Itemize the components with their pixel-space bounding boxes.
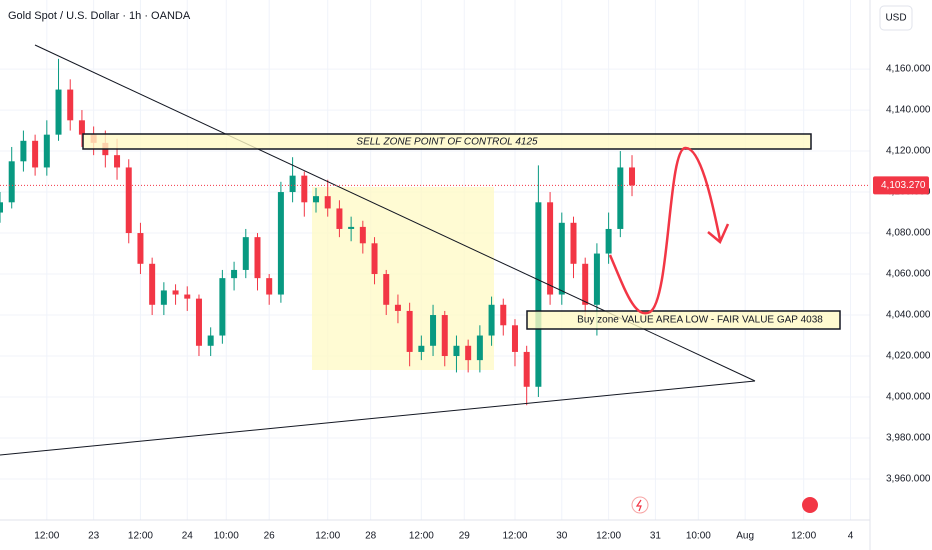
- candle-body: [593, 253, 600, 305]
- candle-body: [547, 202, 554, 295]
- x-tick-label: 10:00: [686, 531, 711, 542]
- y-tick-label: 4,040.000: [886, 310, 931, 321]
- x-tick-label: 12:00: [502, 531, 527, 542]
- candle-body: [523, 351, 530, 387]
- candle-body: [32, 140, 39, 168]
- x-tick-label: 12:00: [128, 531, 153, 542]
- candle-body: [558, 222, 565, 295]
- currency-button[interactable]: [879, 5, 913, 31]
- currency[interactable]: USD: [885, 13, 906, 24]
- candle-body: [219, 278, 226, 336]
- candle-body: [231, 269, 238, 279]
- candle-body: [242, 237, 249, 270]
- x-tick-label: 4: [848, 531, 854, 542]
- y-tick-label: 4,060.000: [886, 269, 931, 280]
- candles: [0, 58, 636, 406]
- candle-body: [570, 222, 577, 264]
- candle-body: [266, 278, 273, 295]
- candle-body: [617, 167, 624, 229]
- candle-body: [207, 335, 214, 346]
- x-tick-label: 10:00: [214, 531, 239, 542]
- candle-body: [160, 290, 167, 305]
- y-tick-label: 4,000.000: [886, 392, 931, 403]
- trend-line: [0, 380, 756, 456]
- candle-body: [55, 89, 62, 135]
- candle-body: [149, 263, 156, 305]
- candle-body: [301, 175, 308, 203]
- candle-body: [43, 134, 50, 168]
- candle-body: [441, 315, 448, 357]
- x-tick-label: 30: [556, 531, 568, 542]
- candle-body: [359, 226, 366, 244]
- candle-body: [8, 161, 15, 203]
- y-tick-label: 4,140.000: [886, 105, 931, 116]
- candle-body: [254, 237, 261, 279]
- x-tick-label: 31: [650, 531, 662, 542]
- candle-body: [195, 298, 202, 346]
- x-tick-label: 26: [264, 531, 276, 542]
- x-tick-label: 12:00: [34, 531, 59, 542]
- candle-body: [488, 304, 495, 336]
- chart-title: Gold Spot / U.S. Dollar · 1h · OANDA: [8, 10, 191, 22]
- candle-body: [114, 155, 121, 168]
- x-tick-label: 12:00: [596, 531, 621, 542]
- candle-body: [67, 89, 74, 121]
- arrow-head: [707, 223, 730, 245]
- candle-body: [336, 208, 343, 229]
- x-tick-label: Aug: [736, 531, 754, 542]
- y-tick-label: 4,120.000: [886, 146, 931, 157]
- candle-body: [430, 315, 437, 346]
- candle-body: [394, 304, 401, 311]
- x-tick-label: 24: [182, 531, 194, 542]
- event-icon-glyph: [635, 499, 642, 512]
- candle-body: [125, 167, 132, 234]
- candle-body: [511, 325, 518, 352]
- candle-body: [184, 294, 191, 299]
- candle-body: [465, 345, 472, 361]
- y-tick-label: 4,020.000: [886, 351, 931, 362]
- candle-body: [605, 228, 612, 254]
- x-tick-label: 12:00: [315, 531, 340, 542]
- candle-body: [371, 243, 378, 275]
- buy-zone-label: Buy zone VALUE AREA LOW - FAIR VALUE GAP…: [577, 315, 823, 326]
- candle-body: [406, 310, 413, 352]
- candle-body: [383, 274, 390, 305]
- candle-body: [172, 290, 179, 295]
- candle-body: [289, 175, 296, 193]
- axes: 3,960.000 3,980.000 4,000.000 4,020.000 4,04…: [0, 64, 931, 542]
- forecast-arrow: [608, 146, 722, 315]
- x-tick-label: 29: [459, 531, 471, 542]
- candle-body: [500, 304, 507, 326]
- x-tick-label: 23: [88, 531, 100, 542]
- candle-body: [629, 167, 636, 186]
- sell-zone-label: SELL ZONE POINT OF CONTROL 4125: [356, 137, 538, 148]
- candle-body: [582, 263, 589, 305]
- candle-body: [476, 335, 483, 361]
- x-tick-label: 12:00: [791, 531, 816, 542]
- y-tick-label: 3,980.000: [886, 433, 931, 444]
- candle-body: [137, 233, 144, 264]
- candle-body: [20, 140, 27, 162]
- last-price-label: 4,103.270: [881, 180, 926, 191]
- buy-zone: [526, 310, 841, 330]
- x-tick-label: 28: [365, 531, 377, 542]
- candle-body: [78, 120, 85, 135]
- x-tick-label: 12:00: [409, 531, 434, 542]
- last-price-box: [873, 176, 929, 195]
- candle-body: [348, 226, 355, 229]
- candle-body: [418, 345, 425, 352]
- candle-body: [535, 202, 542, 387]
- candle-body: [277, 192, 284, 295]
- event-icon[interactable]: [631, 496, 649, 514]
- y-tick-label: 3,960.000: [886, 474, 931, 485]
- sell-zone: [82, 133, 812, 150]
- candle-body: [313, 196, 320, 203]
- y-tick-label: 4,160.000: [886, 64, 931, 75]
- event-icon[interactable]: [802, 497, 818, 513]
- candle-body: [453, 345, 460, 357]
- candle-body: [324, 196, 331, 209]
- y-tick-label: 4,080.000: [886, 228, 931, 239]
- candle-body: [0, 202, 3, 213]
